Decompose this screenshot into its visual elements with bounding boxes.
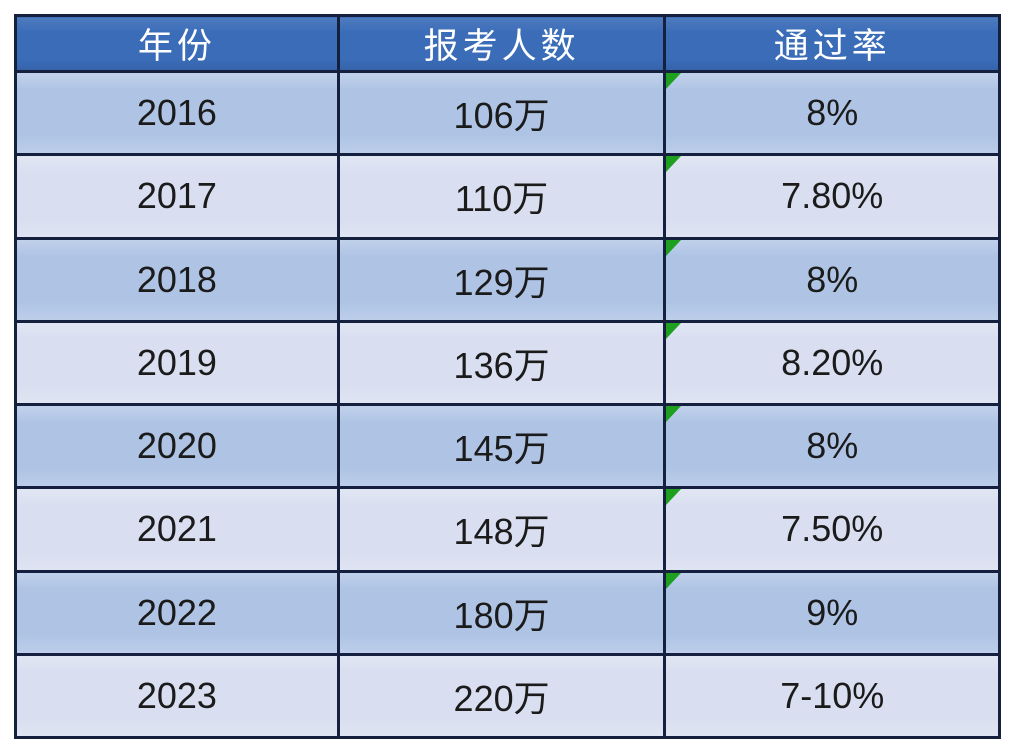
- pass-rate-cell: 8%: [663, 236, 1001, 323]
- table-body: 2016 106万 8% 2017 110万 7.80% 2018 129万 8…: [14, 69, 1001, 740]
- pass-rate-cell: 8.20%: [663, 319, 1001, 407]
- applicants-cell: 180万: [336, 569, 667, 656]
- green-corner-marker-icon: [667, 74, 682, 89]
- header-cell-year: 年份: [14, 14, 340, 73]
- year-cell: 2021: [14, 486, 340, 573]
- pass-rate-value: 8%: [806, 258, 859, 300]
- pass-rate-value: 7.80%: [781, 175, 884, 217]
- applicants-cell: 110万: [336, 153, 667, 240]
- pass-rate-value: 8.20%: [781, 341, 884, 383]
- green-corner-marker-icon: [667, 157, 682, 173]
- pass-rate-value: 7.50%: [781, 508, 884, 550]
- year-cell: 2023: [14, 652, 340, 740]
- year-cell: 2020: [14, 402, 340, 490]
- applicants-cell: 148万: [336, 486, 667, 573]
- green-corner-marker-icon: [667, 241, 682, 256]
- year-cell: 2016: [14, 69, 340, 157]
- header-cell-applicants: 报考人数: [336, 14, 667, 73]
- pass-rate-cell: 9%: [663, 569, 1001, 656]
- header-row: 年份 报考人数 通过率: [14, 14, 1001, 73]
- pass-rate-cell: 7.50%: [663, 486, 1001, 573]
- green-corner-marker-icon: [667, 574, 682, 589]
- green-corner-marker-icon: [667, 490, 682, 506]
- pass-rate-value: 9%: [806, 591, 859, 633]
- pass-rate-cell: 8%: [663, 402, 1001, 490]
- pass-rate-cell: 8%: [663, 69, 1001, 157]
- table-row: 2018 129万 8%: [14, 236, 1001, 323]
- table-row: 2019 136万 8.20%: [14, 319, 1001, 407]
- applicants-cell: 145万: [336, 402, 667, 490]
- table-row: 2020 145万 8%: [14, 402, 1001, 490]
- applicants-cell: 136万: [336, 319, 667, 407]
- table-row: 2023 220万 7-10%: [14, 652, 1001, 740]
- header-cell-pass-rate: 通过率: [663, 14, 1001, 73]
- exam-statistics-table: 年份 报考人数 通过率 2016 106万 8% 2017 110万 7.80%…: [14, 14, 1001, 740]
- year-cell: 2018: [14, 236, 340, 323]
- pass-rate-cell: 7-10%: [663, 652, 1001, 740]
- year-cell: 2019: [14, 319, 340, 407]
- green-corner-marker-icon: [667, 407, 682, 422]
- pass-rate-value: 7-10%: [780, 674, 885, 716]
- applicants-cell: 220万: [336, 652, 667, 740]
- pass-rate-value: 8%: [806, 425, 859, 467]
- table-row: 2021 148万 7.50%: [14, 486, 1001, 573]
- pass-rate-value: 8%: [806, 92, 859, 134]
- table-row: 2022 180万 9%: [14, 569, 1001, 656]
- year-cell: 2022: [14, 569, 340, 656]
- green-corner-marker-icon: [667, 324, 682, 339]
- table-row: 2016 106万 8%: [14, 69, 1001, 157]
- applicants-cell: 106万: [336, 69, 667, 157]
- table-row: 2017 110万 7.80%: [14, 153, 1001, 240]
- pass-rate-cell: 7.80%: [663, 153, 1001, 240]
- applicants-cell: 129万: [336, 236, 667, 323]
- year-cell: 2017: [14, 153, 340, 240]
